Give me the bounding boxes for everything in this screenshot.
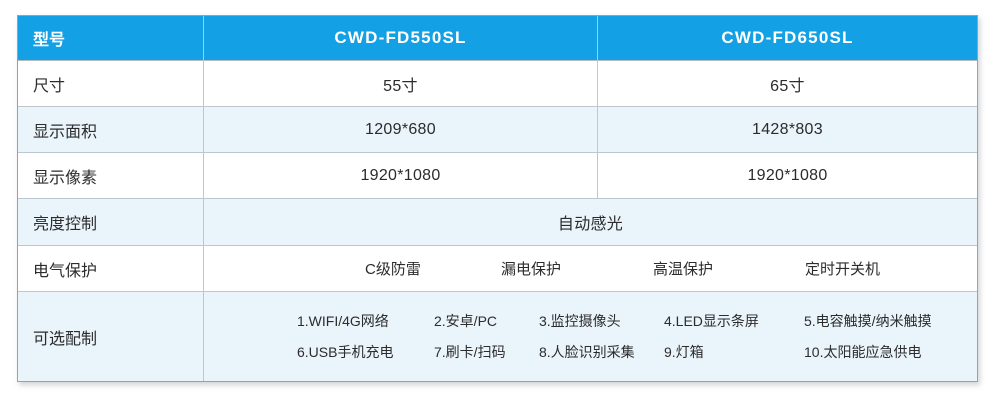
row-brightness: 亮度控制 自动感光 (18, 199, 977, 246)
brightness-label: 亮度控制 (18, 199, 204, 245)
size-value-550: 55寸 (204, 61, 598, 106)
display-area-value-650: 1428*803 (752, 120, 823, 138)
electrical-label: 电气保护 (18, 246, 204, 291)
row-size: 尺寸 55寸 65寸 (18, 61, 977, 107)
optional-values: 1.WIFI/4G网络 2.安卓/PC 3.监控摄像头 4.LED显示条屏 5.… (204, 292, 977, 381)
optional-item: 9.灯箱 (664, 344, 704, 360)
optional-item: 10.太阳能应急供电 (804, 344, 922, 360)
electrical-item: C级防雷 (365, 261, 421, 278)
optional-item: 6.USB手机充电 (297, 344, 394, 360)
display-area-label: 显示面积 (18, 107, 204, 152)
optional-line-2: 6.USB手机充电 7.刷卡/扫码 8.人脸识别采集 9.灯箱 10.太阳能应急… (204, 342, 977, 362)
brightness-value: 自动感光 (557, 216, 624, 233)
spec-table: 型号 CWD-FD550SL CWD-FD650SL 尺寸 55寸 65寸 显示… (17, 15, 978, 382)
optional-item: 8.人脸识别采集 (539, 344, 635, 360)
optional-item: 2.安卓/PC (434, 313, 498, 329)
row-electrical: 电气保护 C级防雷 漏电保护 高温保护 定时开关机 (18, 246, 977, 292)
optional-item: 1.WIFI/4G网络 (297, 313, 389, 329)
optional-line-1: 1.WIFI/4G网络 2.安卓/PC 3.监控摄像头 4.LED显示条屏 5.… (204, 311, 977, 331)
display-pixels-value-550: 1920*1080 (204, 153, 598, 198)
optional-item: 3.监控摄像头 (539, 313, 621, 329)
row-display-pixels: 显示像素 1920*1080 1920*1080 (18, 153, 977, 199)
row-display-area: 显示面积 1209*680 1428*803 (18, 107, 977, 153)
display-pixels-value-650: 1920*1080 (747, 166, 828, 184)
header-model-550: CWD-FD550SL (204, 16, 598, 60)
header-row: 型号 CWD-FD550SL CWD-FD650SL (18, 16, 977, 61)
optional-label: 可选配制 (18, 292, 204, 381)
optional-item: 5.电容触摸/纳米触摸 (804, 313, 932, 329)
electrical-item: 漏电保护 (501, 261, 562, 278)
electrical-item-list: C级防雷 漏电保护 高温保护 定时开关机 (204, 258, 977, 279)
electrical-values: C级防雷 漏电保护 高温保护 定时开关机 (204, 246, 977, 291)
electrical-item: 定时开关机 (805, 261, 881, 278)
optional-item: 4.LED显示条屏 (664, 313, 759, 329)
optional-item: 7.刷卡/扫码 (434, 344, 506, 360)
header-model-label: 型号 (18, 16, 204, 60)
size-label: 尺寸 (18, 61, 204, 106)
display-pixels-label: 显示像素 (18, 153, 204, 198)
size-value-650: 65寸 (770, 77, 805, 95)
electrical-item: 高温保护 (653, 261, 714, 278)
header-model-650: CWD-FD650SL (721, 28, 854, 47)
display-area-value-550: 1209*680 (204, 107, 598, 152)
row-optional: 可选配制 1.WIFI/4G网络 2.安卓/PC 3.监控摄像头 4.LED显示… (18, 292, 977, 381)
